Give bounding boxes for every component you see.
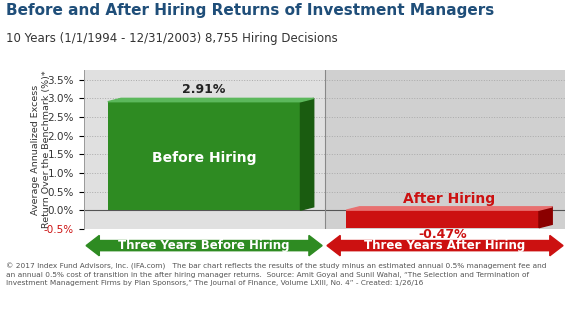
- Polygon shape: [346, 207, 552, 210]
- Text: After Hiring: After Hiring: [403, 192, 495, 206]
- Text: © 2017 Index Fund Advisors, Inc. (IFA.com)   The bar chart reflects the results : © 2017 Index Fund Advisors, Inc. (IFA.co…: [6, 262, 546, 286]
- Text: Before Hiring: Before Hiring: [152, 151, 256, 165]
- Polygon shape: [327, 236, 563, 256]
- Text: Three Years After Hiring: Three Years After Hiring: [365, 239, 526, 252]
- Polygon shape: [108, 98, 314, 102]
- Polygon shape: [86, 236, 322, 256]
- Bar: [346, 210, 539, 228]
- Text: Before and After Hiring Returns of Investment Managers: Before and After Hiring Returns of Inves…: [6, 3, 494, 18]
- Bar: [108, 102, 301, 210]
- Text: -0.47%: -0.47%: [418, 228, 467, 241]
- Bar: [84, 70, 324, 229]
- Text: 2.91%: 2.91%: [182, 84, 226, 97]
- Polygon shape: [539, 207, 552, 228]
- Text: 10 Years (1/1/1994 - 12/31/2003) 8,755 Hiring Decisions: 10 Years (1/1/1994 - 12/31/2003) 8,755 H…: [6, 32, 338, 45]
- Y-axis label: Average Annualized Excess
Return Over the Benchmark (%)*: Average Annualized Excess Return Over th…: [31, 71, 51, 228]
- Bar: [324, 70, 565, 229]
- Text: Three Years Before Hiring: Three Years Before Hiring: [118, 239, 290, 252]
- Polygon shape: [301, 98, 314, 210]
